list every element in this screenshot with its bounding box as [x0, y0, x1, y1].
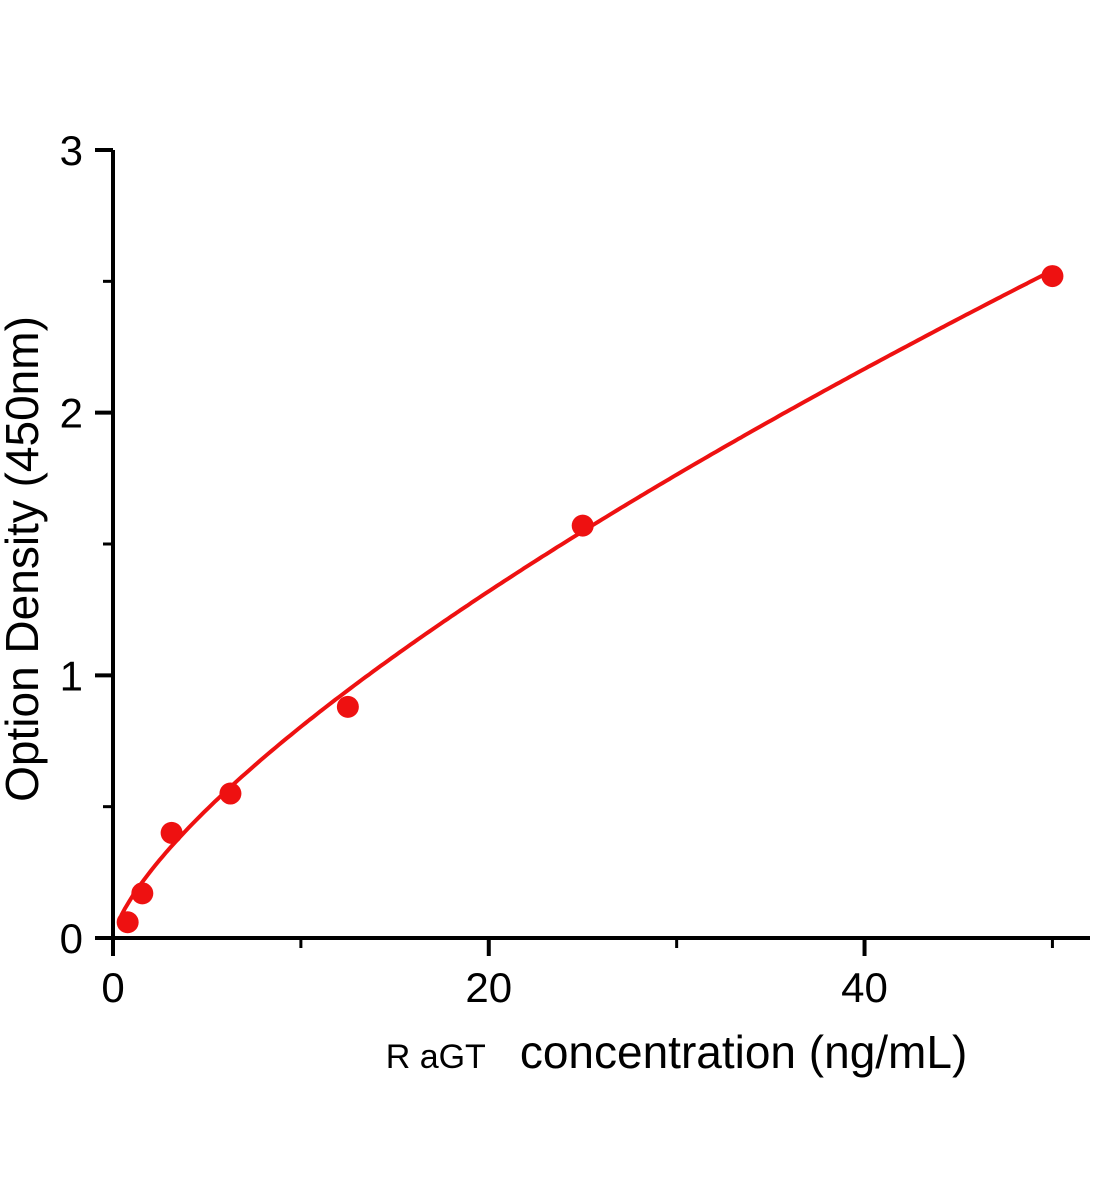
y-axis-title: Option Density (450nm)	[0, 316, 48, 802]
x-tick-label: 40	[841, 964, 888, 1011]
data-point	[1041, 265, 1064, 288]
y-tick-label: 1	[60, 652, 83, 699]
data-point	[219, 782, 242, 805]
x-tick-label: 0	[101, 964, 124, 1011]
y-tick-label: 0	[60, 915, 83, 962]
data-point	[571, 514, 594, 537]
data-point	[131, 882, 154, 905]
data-point	[336, 695, 359, 718]
y-tick-label: 2	[60, 390, 83, 437]
data-point	[160, 821, 183, 844]
data-point	[116, 911, 139, 934]
y-tick-label: 3	[60, 127, 83, 174]
x-tick-label: 20	[465, 964, 512, 1011]
fit-curve	[119, 269, 1052, 917]
x-axis-title: R aGT concentration (ng/mL)	[386, 1026, 968, 1078]
